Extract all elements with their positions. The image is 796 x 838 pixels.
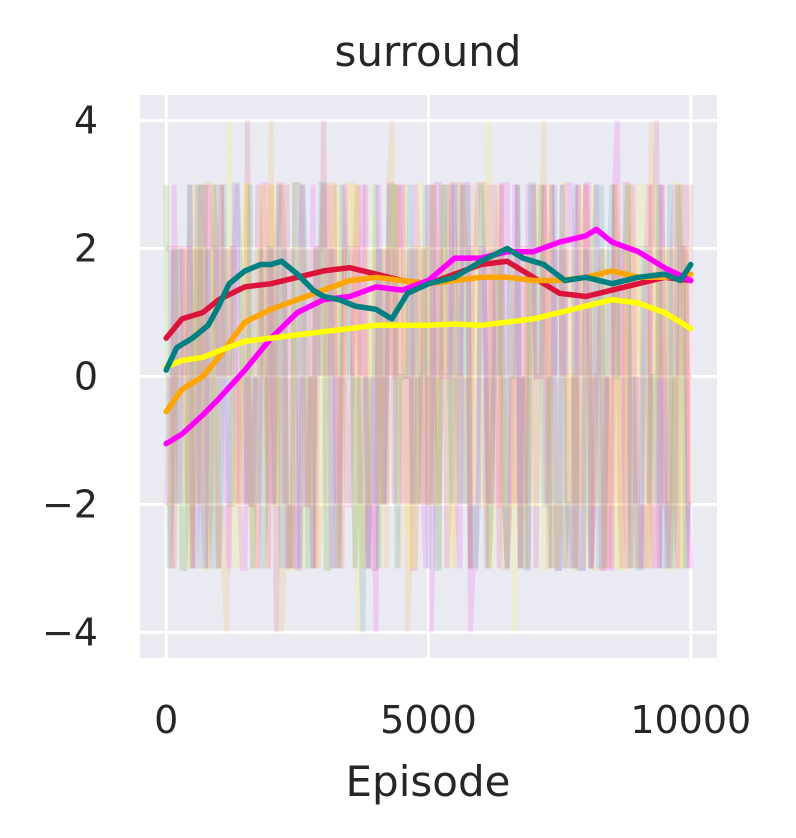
grid <box>140 95 717 658</box>
chart-title: surround <box>335 27 522 76</box>
y-tick-label-4: 4 <box>74 99 98 143</box>
x-tick-label-1: 5000 <box>380 698 477 742</box>
y-tick-label-1: −2 <box>42 482 98 526</box>
raw-trace-2 <box>163 120 694 633</box>
raw-trace-0 <box>166 120 694 633</box>
y-tick-label-0: −4 <box>42 610 98 654</box>
x-tick-label-2: 10000 <box>630 698 751 742</box>
y-tick-labels: −4 −2 0 2 4 <box>42 99 98 655</box>
raw-trace-3 <box>163 120 691 633</box>
series-line-4 <box>163 245 694 373</box>
series-line-3 <box>163 296 694 370</box>
smoothed-series <box>163 226 694 447</box>
raw-trace-4 <box>163 182 691 633</box>
x-tick-labels: 0 5000 10000 <box>154 698 751 742</box>
raw-trace-1 <box>166 120 694 633</box>
series-line-2 <box>163 226 694 447</box>
x-tick-label-0: 0 <box>154 698 178 742</box>
x-axis-label: Episode <box>346 757 511 806</box>
raw-series <box>163 120 694 633</box>
y-tick-label-3: 2 <box>74 227 98 271</box>
y-tick-label-2: 0 <box>74 355 98 399</box>
series-line-1 <box>163 268 694 415</box>
